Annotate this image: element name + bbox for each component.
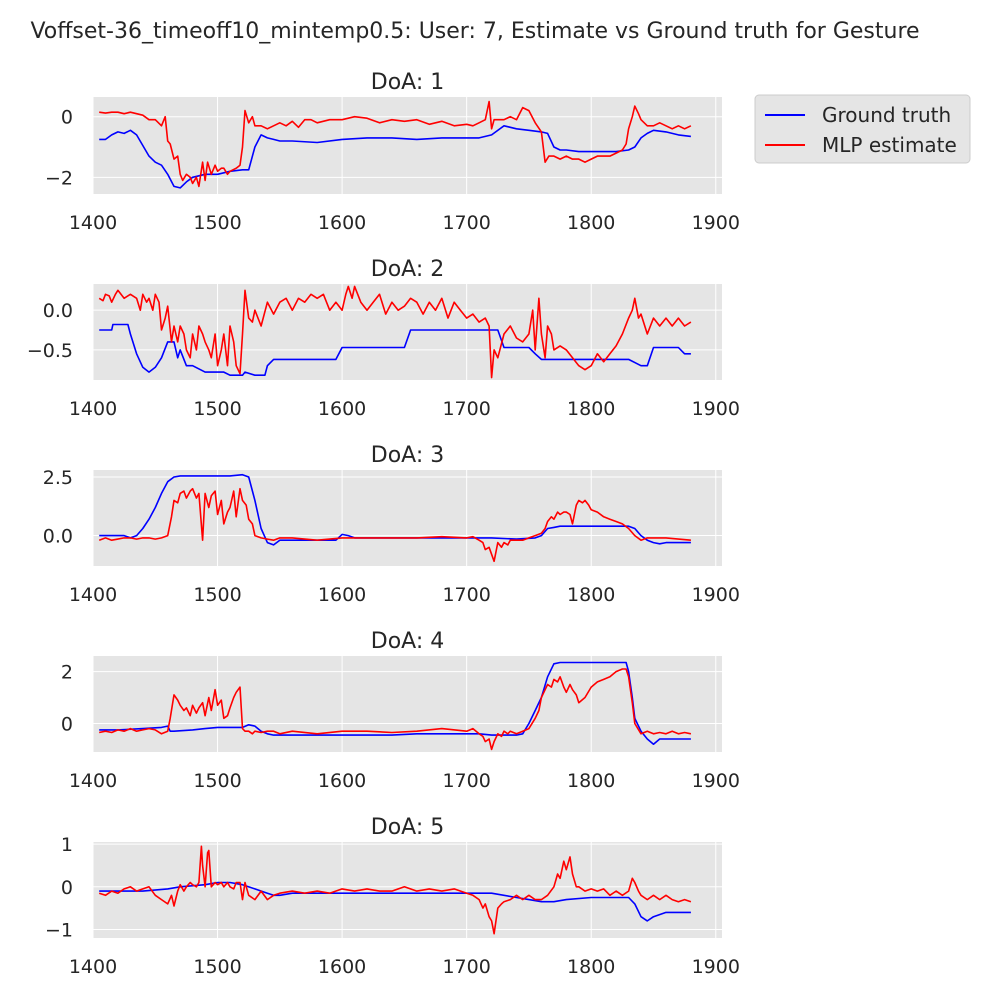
subplot-title: DoA: 4 (371, 629, 444, 654)
y-tick-label: 1 (61, 834, 73, 856)
x-tick-label: 1700 (442, 398, 490, 420)
plot-area (93, 97, 722, 194)
x-tick-label: 1800 (567, 398, 615, 420)
y-tick-label: 0 (61, 713, 73, 735)
x-tick-label: 1400 (69, 956, 117, 978)
x-tick-label: 1400 (69, 212, 117, 234)
x-tick-label: 1700 (442, 770, 490, 792)
x-tick-label: 1800 (567, 212, 615, 234)
series-line-ground-truth (99, 661, 691, 746)
y-tick-label: −1 (45, 919, 73, 941)
series-line-ground-truth (99, 125, 691, 189)
subplots: 1400 1500 1600 1700 1800 1900 0 −2 DoA: 1 1400 150… (27, 70, 740, 978)
legend-label-ground-truth: Ground truth (822, 103, 951, 127)
legend-box (754, 94, 971, 164)
y-tick-label: 0 (61, 877, 73, 899)
series-line-mlp-estimate (98, 487, 691, 563)
x-tick-label: 1600 (318, 770, 366, 792)
x-tick-label: 1600 (318, 212, 366, 234)
x-tick-label: 1900 (692, 212, 740, 234)
legend-label-mlp-estimate: MLP estimate (822, 133, 957, 157)
series-line-ground-truth (99, 323, 691, 377)
x-tick-label: 1800 (567, 770, 615, 792)
subplot-title: DoA: 1 (371, 70, 444, 95)
x-tick-label: 1500 (193, 770, 241, 792)
y-tick-label: 0.0 (43, 526, 73, 548)
subplot-doa-3: 1400 1500 1600 1700 1800 1900 2.5 0.0 DoA: 3 (43, 443, 740, 606)
series-line-mlp-estimate (98, 845, 692, 935)
x-tick-label: 1600 (318, 956, 366, 978)
x-tick-label: 1400 (69, 770, 117, 792)
figure-suptitle: Voffset-36_timeoff10_mintemp0.5: User: 7… (30, 19, 919, 44)
x-tick-label: 1500 (193, 584, 241, 606)
plot-area (93, 842, 722, 938)
plot-area (93, 470, 722, 566)
x-tick-label: 1900 (692, 398, 740, 420)
series-line-mlp-estimate (99, 100, 692, 188)
x-tick-label: 1600 (318, 584, 366, 606)
y-tick-label: −2 (45, 167, 73, 189)
subplot-doa-5: 1400 1500 1600 1700 1800 1900 1 0 −1 DoA: 5 (45, 815, 740, 978)
subplot-doa-4: 1400 1500 1600 1700 1800 1900 2 0 DoA: 4 (61, 629, 740, 792)
x-tick-label: 1900 (692, 770, 740, 792)
subplot-title: DoA: 3 (371, 443, 444, 468)
x-tick-label: 1900 (692, 956, 740, 978)
legend: Ground truth MLP estimate (754, 94, 971, 164)
x-tick-label: 1800 (567, 584, 615, 606)
x-tick-label: 1400 (69, 398, 117, 420)
y-tick-label: 2 (61, 662, 73, 684)
subplot-doa-2: 1400 1500 1600 1700 1800 1900 0.0 −0.5 DoA: 2 (27, 257, 740, 420)
x-tick-label: 1500 (193, 398, 241, 420)
y-tick-label: 0 (61, 107, 73, 129)
series-line-ground-truth (99, 473, 691, 546)
x-tick-label: 1700 (442, 956, 490, 978)
x-tick-label: 1500 (193, 956, 241, 978)
x-tick-label: 1700 (442, 212, 490, 234)
subplot-title: DoA: 5 (371, 815, 444, 840)
x-tick-label: 1500 (193, 212, 241, 234)
subplot-doa-1: 1400 1500 1600 1700 1800 1900 0 −2 DoA: 1 (45, 70, 740, 234)
x-tick-label: 1700 (442, 584, 490, 606)
x-tick-label: 1800 (567, 956, 615, 978)
subplot-title: DoA: 2 (371, 257, 444, 282)
y-tick-label: 2.5 (43, 467, 73, 489)
x-tick-label: 1600 (318, 398, 366, 420)
series-line-mlp-estimate (98, 285, 692, 379)
x-tick-label: 1400 (69, 584, 117, 606)
x-tick-label: 1900 (692, 584, 740, 606)
y-tick-label: −0.5 (27, 340, 73, 362)
series-line-mlp-estimate (99, 668, 692, 751)
y-tick-label: 0.0 (43, 300, 73, 322)
